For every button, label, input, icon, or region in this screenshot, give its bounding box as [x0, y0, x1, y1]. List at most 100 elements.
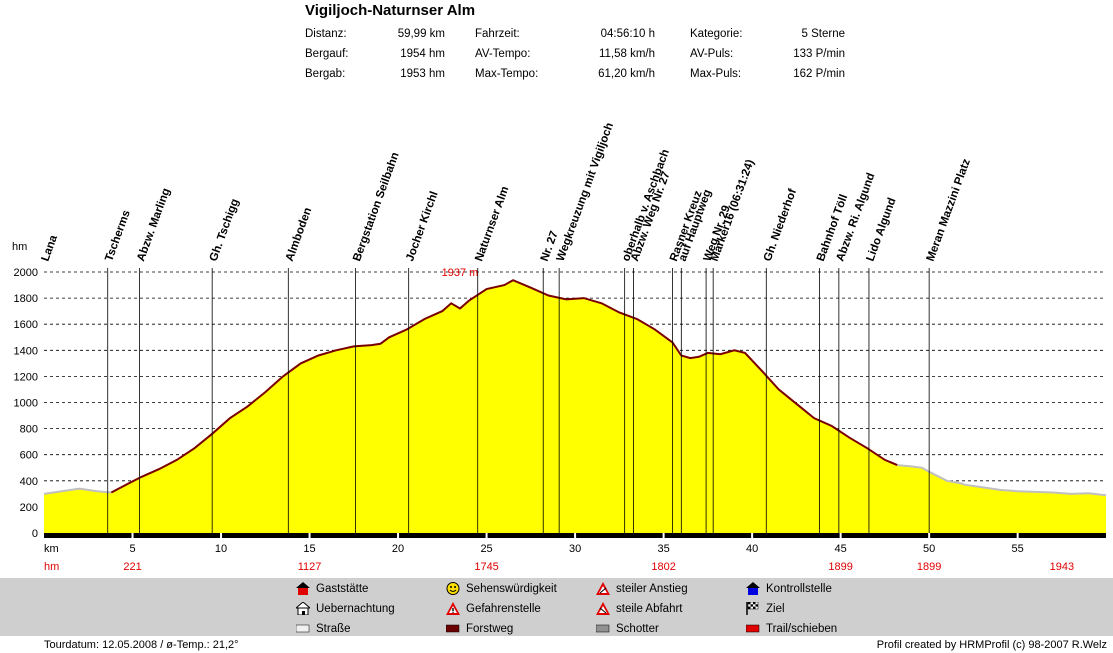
peak-label: 1937 m — [442, 267, 479, 279]
hm-row-value: 1127 — [298, 561, 322, 573]
legend-label: Gaststätte — [316, 582, 369, 595]
kontrollstelle-icon — [746, 582, 760, 595]
legend-item-kontrollstelle: Kontrollstelle — [746, 582, 832, 595]
waypoint-label: Wegkreuzung mit Vigiljoch — [555, 121, 616, 263]
legend-label: steile Abfahrt — [616, 602, 683, 615]
waypoint-label: Gh. Tschigg — [208, 197, 242, 263]
distance-bar-gap — [1016, 533, 1019, 538]
ziel-flag-icon — [746, 601, 760, 615]
legend-item-sehenswuerdigkeit: Sehenswürdigkeit — [446, 582, 557, 595]
stat-value-max-tempo: 61,20 km/h — [598, 68, 655, 80]
legend-item-steile-abfahrt: steile Abfahrt — [596, 602, 682, 615]
x-tick-label: 25 — [480, 543, 492, 555]
gefahrenstelle-icon — [446, 602, 460, 615]
y-axis-label: hm — [12, 241, 27, 253]
hm-row-value: 221 — [123, 561, 141, 573]
x-tick-label: 55 — [1012, 543, 1024, 555]
legend-label: Kontrollstelle — [766, 582, 832, 595]
waypoint-label: Gh. Niederhof — [762, 187, 799, 263]
stat-value-kategorie: 5 Sterne — [801, 28, 845, 40]
stat-label-bergab: Bergab: — [305, 68, 346, 80]
distance-bar-gap — [839, 533, 842, 538]
legend-panel — [0, 578, 1113, 636]
waypoint-label: Jocher Kirchl — [404, 190, 440, 263]
stat-value-fahrzeit: 04:56:10 h — [600, 28, 655, 40]
stat-label-kategorie: Kategorie: — [690, 28, 743, 40]
waypoint-label: Marker16 (06:31:24) — [709, 158, 757, 263]
distance-bar-gap — [308, 533, 311, 538]
profile-fill — [44, 280, 1106, 533]
steile-abfahrt-icon — [596, 602, 610, 615]
legend-label: Straße — [316, 622, 351, 635]
distance-bar-gap — [928, 533, 931, 538]
profile-area — [43, 279, 1107, 533]
x-axis-label: km — [44, 543, 59, 555]
sehenswuerdigkeit-icon — [446, 582, 460, 595]
distance-bar-gap — [220, 533, 223, 538]
waypoint-label: Tscherms — [103, 209, 133, 263]
elevation-profile-chart: Lana Tscherms Abzw. Marling Gh. Tschigg Almb… — [12, 121, 1107, 573]
x-tick-label: 45 — [835, 543, 847, 555]
stat-label-max-tempo: Max-Tempo: — [475, 68, 539, 80]
stat-label-bergauf: Bergauf: — [305, 48, 349, 60]
x-tick-label: 15 — [303, 543, 315, 555]
stat-label-max-puls: Max-Puls: — [690, 68, 742, 80]
legend-item-forstweg: Forstweg — [445, 622, 513, 635]
stat-value-bergauf: 1954 hm — [400, 48, 445, 60]
stat-label-av-puls: AV-Puls: — [690, 48, 734, 60]
legend-item-trail: Trail/schieben — [745, 622, 838, 635]
footer-credits: Profil created by HRMProfil (c) 98-2007 … — [876, 639, 1107, 651]
distance-bar-gap — [131, 533, 134, 538]
x-tick-label: 10 — [215, 543, 227, 555]
stat-label-fahrzeit: Fahrzeit: — [475, 28, 520, 40]
waypoint-label: Lana — [40, 233, 61, 263]
distance-bar-gap — [574, 533, 577, 538]
distance-bar-gap — [662, 533, 665, 538]
x-tick-label: 40 — [746, 543, 758, 555]
legend-item-schotter: Schotter — [595, 622, 659, 635]
legend-label: Trail/schieben — [766, 622, 838, 635]
x-tick-label: 35 — [657, 543, 669, 555]
y-tick-label: 800 — [20, 424, 38, 436]
x-tick-label: 5 — [129, 543, 135, 555]
axes: 0 200 400 600 800 1000 1200 1400 1600 1800 2000 hm 1… — [12, 241, 1106, 573]
waypoint-label: Almboden — [284, 206, 315, 263]
distance-bar-gap — [485, 533, 488, 538]
stat-value-distanz: 59,99 km — [397, 28, 445, 40]
legend-item-gaststaette: Gaststätte — [296, 582, 368, 595]
legend-item-steiler-anstieg: steiler Anstieg — [596, 582, 688, 595]
hm-row-value: 1899 — [828, 561, 852, 573]
hm-row-value: 1745 — [474, 561, 498, 573]
hm-row-value: 1899 — [917, 561, 941, 573]
x-tick-label: 30 — [569, 543, 581, 555]
waypoint-label: Lido Algund — [865, 196, 899, 263]
y-tick-label: 1200 — [14, 371, 38, 383]
y-tick-label: 600 — [20, 450, 38, 462]
stat-value-bergab: 1953 hm — [400, 68, 445, 80]
stat-value-max-puls: 162 P/min — [793, 68, 845, 80]
strasse-swatch-icon — [295, 622, 310, 635]
legend-label: Gefahrenstelle — [466, 602, 541, 615]
uebernachtung-icon — [294, 601, 312, 616]
trail-swatch-icon — [745, 622, 760, 635]
legend-label: steiler Anstieg — [616, 582, 688, 595]
schotter-swatch-icon — [595, 622, 610, 635]
y-tick-label: 0 — [32, 528, 38, 540]
legend-item-ziel: Ziel — [746, 601, 785, 615]
waypoint-label: Meran Mazzini Platz — [925, 157, 973, 263]
legend-item-gefahrenstelle: Gefahrenstelle — [446, 602, 541, 615]
stat-value-av-tempo: 11,58 km/h — [598, 48, 655, 60]
legend-label: Uebernachtung — [316, 602, 395, 615]
legend-item-strasse: Straße — [295, 622, 351, 635]
hm-row-label: hm — [44, 561, 59, 573]
profile-line-road — [897, 464, 1107, 497]
page-title: Vigiljoch-Naturnser Alm — [305, 2, 476, 19]
y-tick-label: 1400 — [14, 345, 38, 357]
waypoint-label: Abzw. Marling — [135, 187, 173, 263]
hm-row-value: 1802 — [651, 561, 675, 573]
legend-label: Schotter — [616, 622, 659, 635]
steiler-anstieg-icon — [596, 582, 610, 595]
waypoint-label: Naturnser Alm — [473, 185, 511, 263]
footer-tour-info: Tourdatum: 12.05.2008 / ø-Temp.: 21,2° — [44, 639, 239, 651]
stat-label-distanz: Distanz: — [305, 28, 347, 40]
